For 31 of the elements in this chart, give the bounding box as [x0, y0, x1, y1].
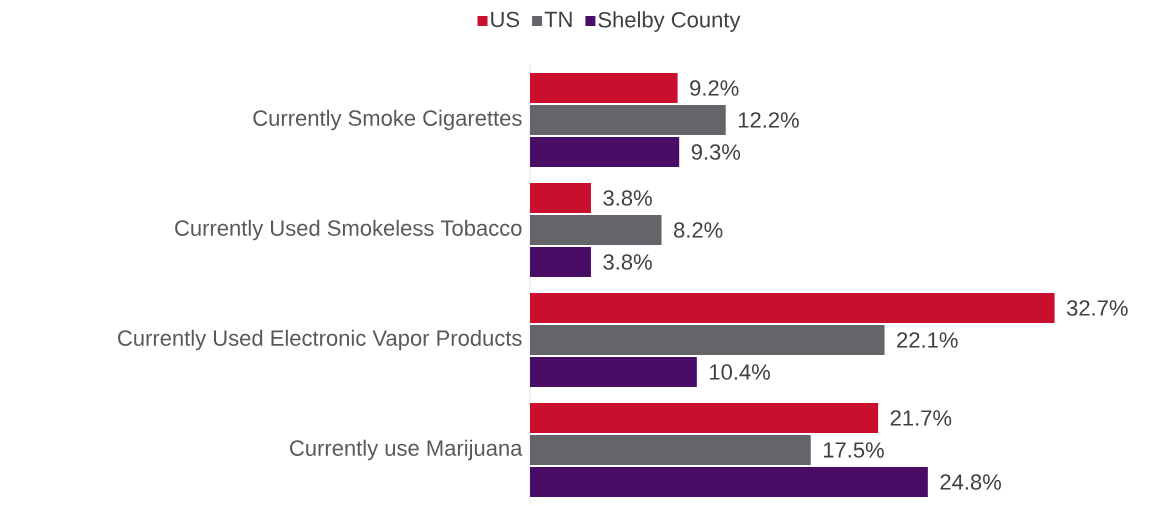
- bar: [530, 105, 726, 135]
- data-label: 8.2%: [674, 222, 723, 238]
- bar: [530, 324, 885, 355]
- data-label: 24.8%: [940, 474, 1001, 490]
- y-tick-label: Currently Smoke Cigarettes: [253, 109, 522, 131]
- legend-label: US: [491, 11, 520, 28]
- data-label: 22.1%: [897, 332, 958, 348]
- data-label: 32.7%: [1066, 300, 1128, 316]
- y-tick-label: Currently Used Smokeless Tobacco: [175, 219, 522, 241]
- data-label: 17.5%: [823, 442, 884, 458]
- y-tick-label: Currently Used Electronic Vapor Products: [118, 329, 522, 351]
- legend-label: TN: [544, 11, 572, 27]
- bar: [530, 356, 697, 387]
- bar: [530, 434, 811, 465]
- y-tick-label: Currently use Marijuana: [290, 439, 523, 461]
- bar: [530, 73, 678, 103]
- bar: [530, 466, 928, 497]
- bar: [530, 402, 879, 433]
- bar: [530, 137, 680, 167]
- bar: [530, 293, 1055, 323]
- data-label: 3.8%: [603, 190, 652, 206]
- data-label: 10.4%: [710, 364, 770, 380]
- data-label: 9.3%: [691, 144, 741, 160]
- data-label: 21.7%: [890, 410, 952, 426]
- bar: [530, 247, 591, 277]
- bar: [530, 183, 591, 213]
- data-label: 3.8%: [603, 254, 652, 270]
- bar: [530, 215, 662, 245]
- data-label: 12.2%: [738, 112, 799, 128]
- legend-label: Shelby County: [598, 11, 741, 32]
- data-label: 9.2%: [690, 80, 739, 96]
